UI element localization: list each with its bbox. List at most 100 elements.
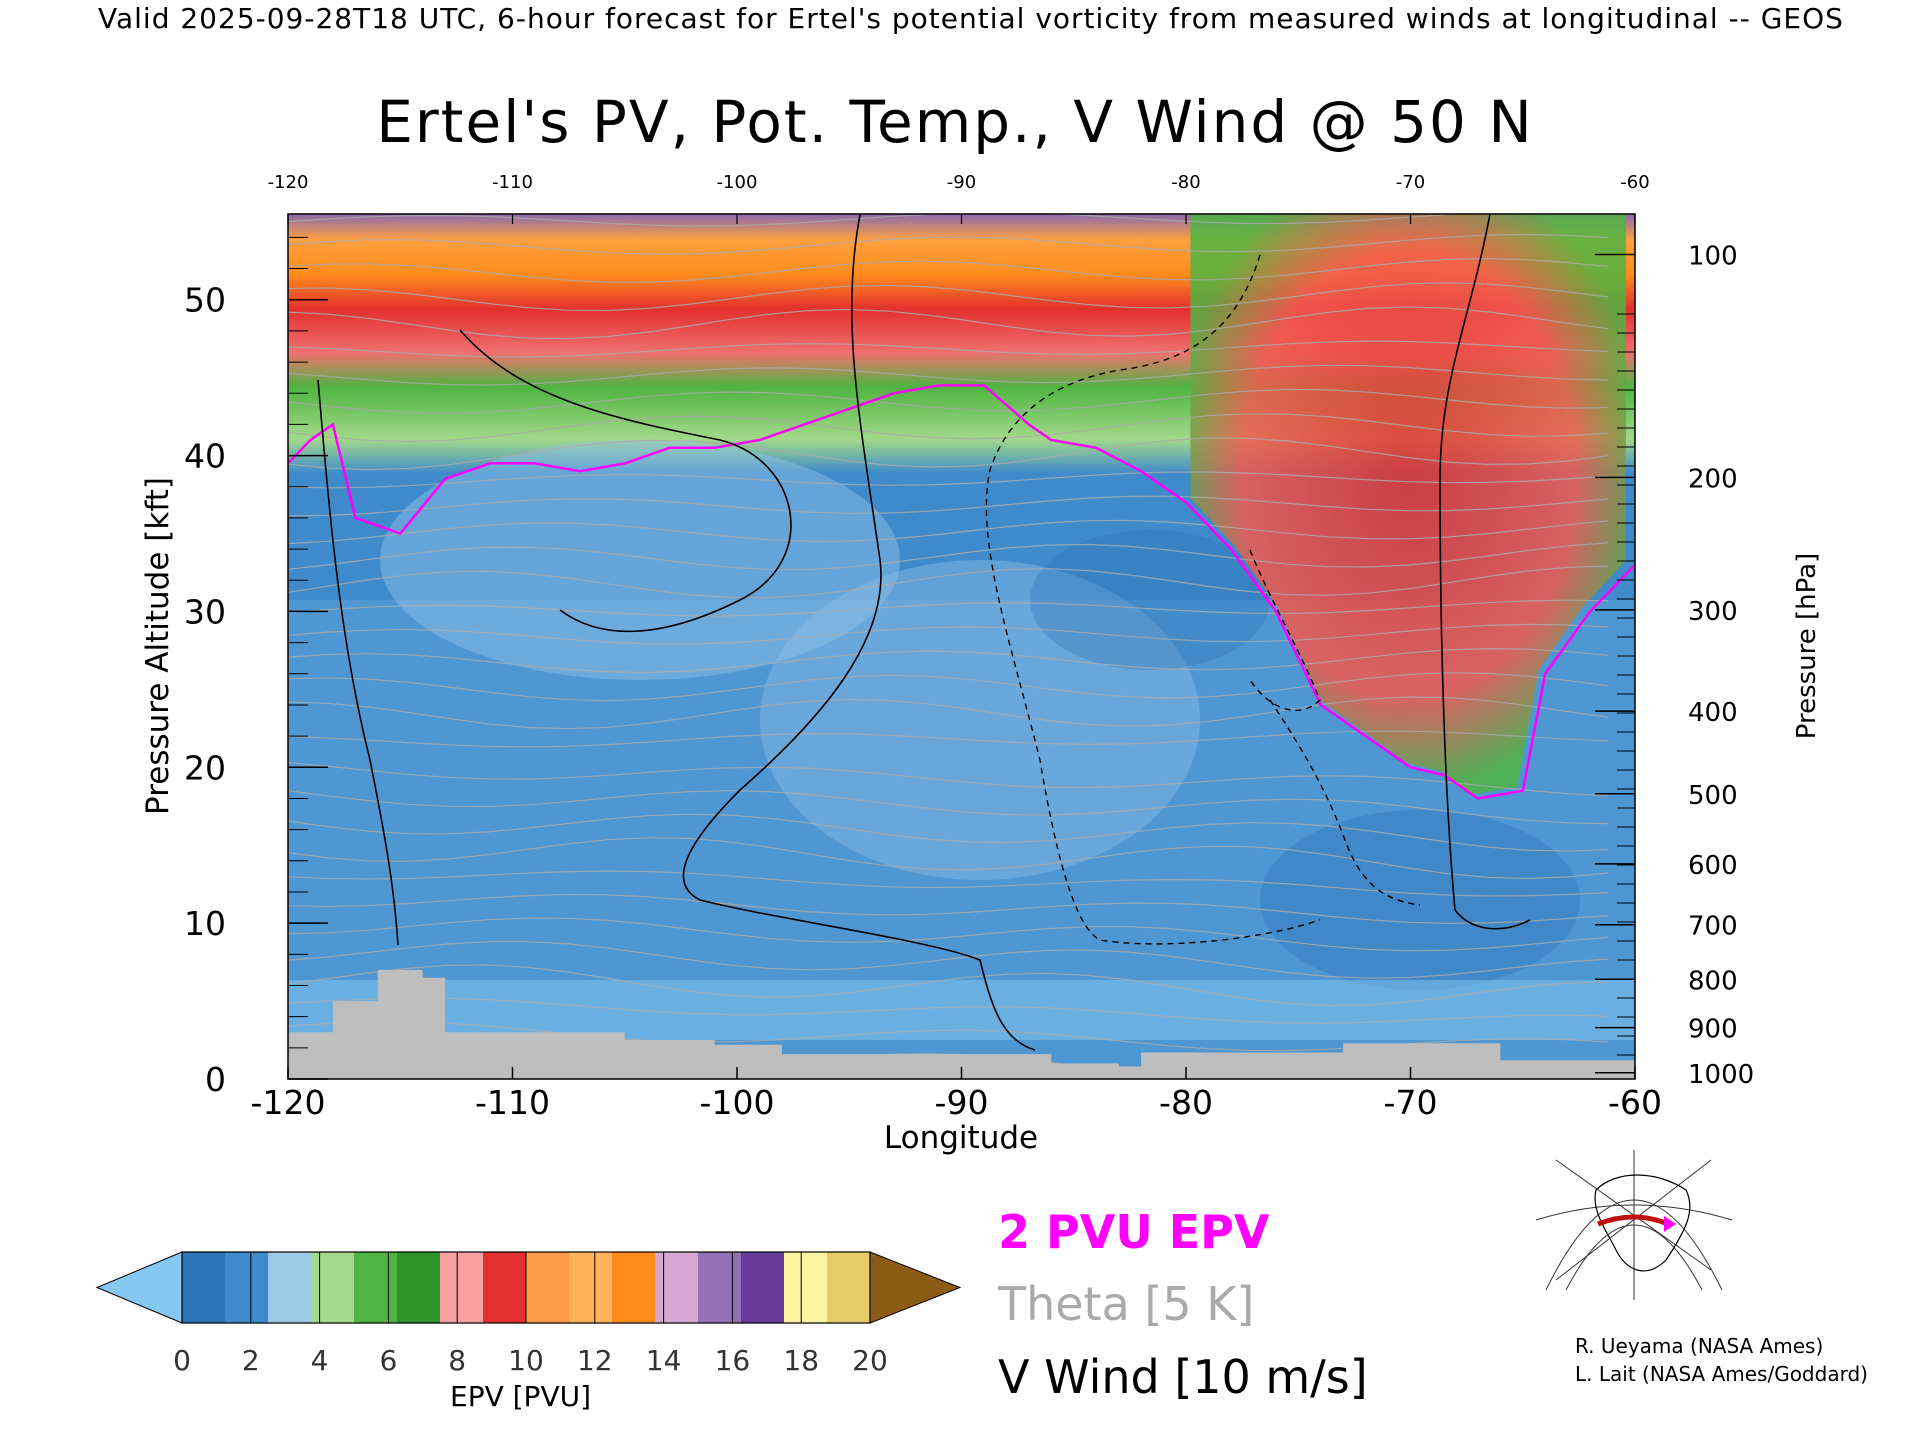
theta-contour: [288, 837, 1609, 880]
wind-contour-0-west: [317, 379, 399, 946]
pressure-tick-label: 300: [1688, 597, 1738, 627]
wind-contour-0-east: [1439, 214, 1531, 930]
colorbar-swatch: [655, 1252, 699, 1323]
colorbar-tick-label: 18: [783, 1344, 819, 1377]
colorbar-swatch: [526, 1252, 570, 1323]
pressure-tick-label: 400: [1688, 698, 1738, 728]
theta-contour: [288, 542, 1609, 571]
y-tick-label: 40: [184, 437, 226, 476]
colorbar-tick-label: 0: [173, 1344, 191, 1377]
wind-contour-neg30: [1249, 549, 1321, 711]
wind-contour-10: [459, 329, 792, 633]
top-tick-label: -110: [492, 172, 533, 193]
theta-contour: [288, 730, 1609, 748]
top-tick-label: -100: [717, 172, 758, 193]
v-wind-contours: [317, 214, 1531, 1051]
colorbar-swatch: [612, 1252, 656, 1323]
theta-contour: [288, 257, 1609, 283]
theta-contour: [288, 790, 1609, 825]
pressure-tick-label: 100: [1688, 242, 1738, 272]
colorbar-tick-label: 4: [311, 1344, 329, 1377]
theta-contour: [288, 623, 1609, 645]
theta-contour: [288, 340, 1609, 358]
colorbar-swatch: [569, 1252, 613, 1323]
pressure-tick-label: 500: [1688, 781, 1738, 811]
wind-contour-neg10-b: [1269, 699, 1421, 906]
wind-contour-0-central: [682, 214, 1036, 1051]
colorbar-tick-label: 6: [379, 1344, 397, 1377]
theta-contour: [288, 437, 1609, 471]
theta-contour: [288, 941, 1609, 979]
valid-time-banner: Valid 2025-09-28T18 UTC, 6-hour forecast…: [98, 2, 1844, 35]
colorbar-tick-label: 14: [646, 1344, 682, 1377]
colorbar-swatch: [483, 1252, 527, 1323]
theta-contour: [288, 282, 1609, 312]
colorbar-swatch: [225, 1252, 269, 1323]
pv-2pvu-contour: [287, 384, 1636, 800]
x-tick-label: -70: [1384, 1083, 1438, 1122]
theta-contour: [288, 997, 1609, 1024]
colorbar-swatch: [698, 1252, 742, 1323]
x-tick-label: -90: [935, 1083, 989, 1122]
theta-contour: [288, 599, 1609, 617]
theta-contour: [288, 471, 1609, 489]
credit-line-2: L. Lait (NASA Ames/Goddard): [1575, 1362, 1868, 1386]
pressure-axis-label: Pressure [hPa]: [1792, 553, 1822, 740]
theta-contour: [288, 672, 1609, 702]
theta-contour: [288, 813, 1609, 852]
y-tick-label: 10: [184, 904, 226, 943]
axis-ticks: -120 -110 -100 -90 -80 -70 -60 -120 -110 -100 -90 -…: [184, 172, 1754, 1122]
theta-contour: [288, 696, 1609, 730]
theta-contour: [288, 964, 1609, 1007]
x-axis-label: Longitude: [884, 1120, 1038, 1156]
legend-vwind: V Wind [10 m/s]: [998, 1350, 1368, 1404]
credit-line-1: R. Ueyama (NASA Ames): [1575, 1334, 1824, 1358]
top-tick-label: -90: [947, 172, 976, 193]
pressure-tick-label: 200: [1688, 464, 1738, 494]
colorbar-swatch: [311, 1252, 355, 1323]
legend-theta: Theta [5 K]: [998, 1277, 1255, 1331]
theta-contour: [288, 519, 1609, 545]
colorbar-swatch: [440, 1252, 484, 1323]
terrain: [288, 969, 1635, 1079]
theta-contour: [288, 495, 1609, 517]
y-tick-label: 30: [184, 592, 226, 631]
colorbar-tick-label: 10: [508, 1344, 544, 1377]
theta-contour: [288, 917, 1609, 952]
colorbar-tick-label: 2: [242, 1344, 260, 1377]
colorbar-swatch: [741, 1252, 785, 1323]
pressure-tick-label: 800: [1688, 966, 1738, 996]
colorbar-tick-label: 20: [852, 1344, 888, 1377]
location-map-inset: [1535, 1150, 1733, 1300]
colorbar-over-arrow: [869, 1251, 962, 1324]
theta-contour: [288, 233, 1609, 255]
top-tick-label: -70: [1396, 172, 1425, 193]
theta-contour: [288, 413, 1609, 443]
theta-contour: [288, 647, 1609, 674]
colorbar-under-arrow: [95, 1251, 183, 1324]
pressure-tick-label: 700: [1688, 912, 1738, 942]
pressure-tick-label: 900: [1688, 1015, 1738, 1045]
legend-epv: 2 PVU EPV: [998, 1205, 1270, 1259]
wind-contour-neg10: [985, 254, 1321, 945]
theta-contour: [288, 306, 1609, 340]
x-tick-label: -100: [700, 1083, 775, 1122]
theta-contour: [288, 565, 1609, 599]
y-tick-label: 50: [184, 281, 226, 320]
top-tick-label: -120: [268, 172, 309, 193]
y-tick-label: 0: [205, 1060, 226, 1099]
chart-title: Ertel's PV, Pot. Temp., V Wind @ 50 N: [376, 88, 1534, 156]
top-tick-label: -60: [1620, 172, 1649, 193]
y-tick-label: 20: [184, 748, 226, 787]
y-axis-label: Pressure Altitude [kft]: [140, 477, 176, 815]
x-tick-label: -60: [1608, 1083, 1662, 1122]
colorbar-swatch: [182, 1252, 226, 1323]
theta-contour: [288, 761, 1609, 797]
colorbar-title: EPV [PVU]: [450, 1380, 592, 1413]
colorbar: 0 2 4 6 8 10 12 14 16 18 20: [95, 1251, 962, 1377]
theta-contour: [288, 388, 1609, 414]
colorbar-tick-label: 16: [715, 1344, 751, 1377]
colorbar-tick-label: 8: [448, 1344, 466, 1377]
pv-field: [288, 214, 1635, 1079]
